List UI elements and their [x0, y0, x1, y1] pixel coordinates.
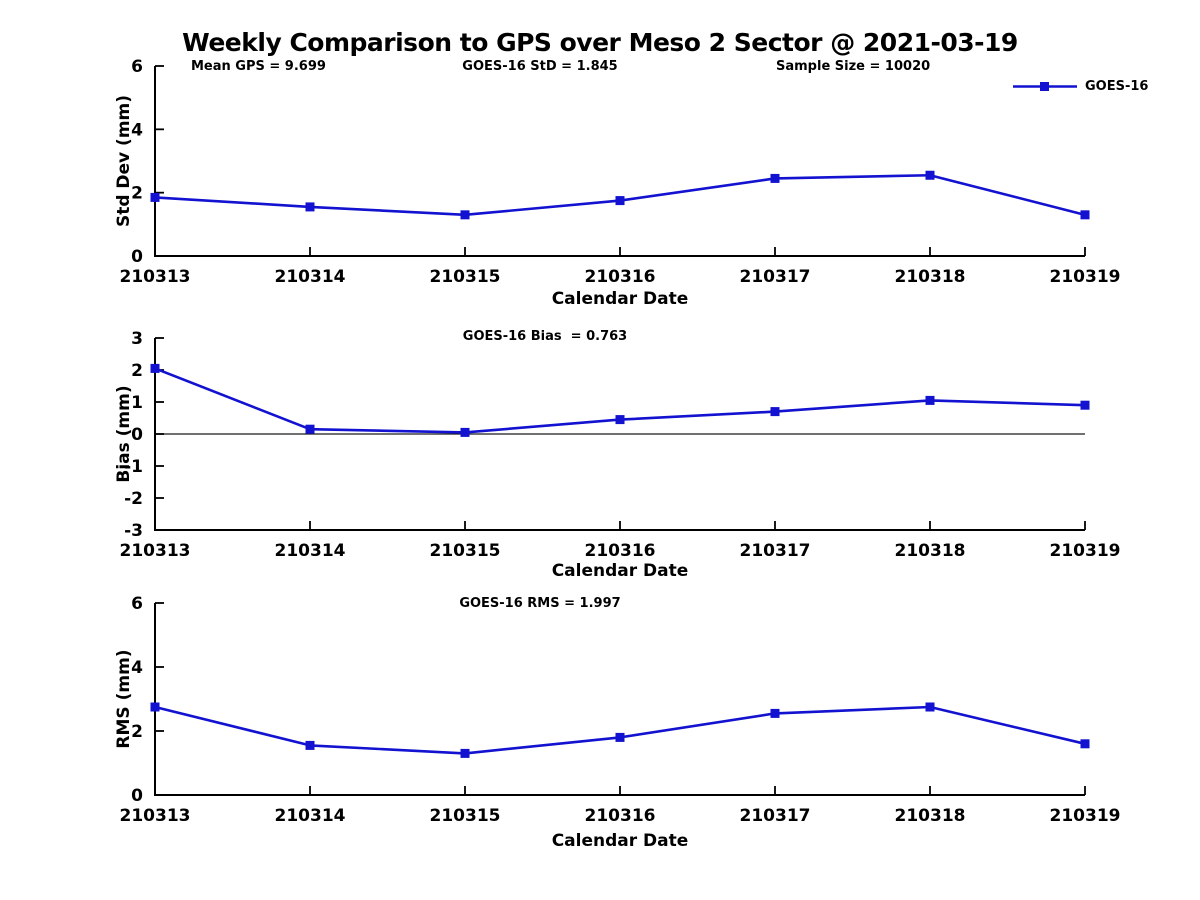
ylabel-rms: RMS (mm) — [114, 649, 134, 749]
data-point — [615, 415, 625, 425]
x-tick-label: 210318 — [895, 541, 966, 561]
y-tick-label: 3 — [131, 329, 143, 349]
y-tick-label: 2 — [131, 184, 143, 204]
x-tick-label: 210315 — [430, 267, 501, 287]
y-tick-label: -3 — [124, 521, 143, 541]
ylabel-std-dev: Std Dev (mm) — [114, 94, 134, 228]
data-point — [1080, 400, 1090, 410]
annotation-mean-gps: Mean GPS = 9.699 — [191, 59, 326, 74]
xlabel-rms: Calendar Date — [551, 831, 689, 851]
x-tick-label: 210319 — [1050, 806, 1121, 826]
axis-spines — [154, 66, 1085, 257]
x-tick-label: 210314 — [275, 806, 346, 826]
x-tick-label: 210316 — [585, 541, 656, 561]
x-tick-label: 210316 — [585, 267, 656, 287]
y-tick-label: -1 — [124, 457, 143, 477]
x-tick-label: 210313 — [120, 541, 191, 561]
x-tick-label: 210315 — [430, 541, 501, 561]
y-tick-label: 4 — [131, 120, 143, 140]
data-point — [615, 732, 625, 742]
data-point — [770, 173, 780, 183]
axis-spines — [154, 603, 1085, 796]
x-tick-label: 210319 — [1050, 267, 1121, 287]
annotation-goes16-std: GOES-16 StD = 1.845 — [462, 59, 618, 74]
x-tick-label: 210318 — [895, 806, 966, 826]
data-point — [925, 702, 935, 712]
data-point — [1080, 739, 1090, 749]
data-point — [460, 427, 470, 437]
y-tick-label: 1 — [131, 393, 143, 413]
x-tick-label: 210318 — [895, 267, 966, 287]
y-tick-label: -2 — [124, 489, 143, 509]
y-tick-label: 0 — [131, 247, 143, 267]
xlabel-std-dev: Calendar Date — [551, 289, 689, 309]
annotation-sample-size: Sample Size = 10020 — [776, 59, 931, 74]
y-tick-label: 4 — [131, 658, 143, 678]
annotation-goes16-rms: GOES-16 RMS = 1.997 — [459, 596, 621, 611]
x-tick-label: 210319 — [1050, 541, 1121, 561]
data-point — [305, 202, 315, 212]
ylabel-bias: Bias (mm) — [114, 385, 134, 483]
x-tick-label: 210316 — [585, 806, 656, 826]
y-tick-label: 0 — [131, 786, 143, 806]
x-tick-label: 210314 — [275, 541, 346, 561]
legend-label: GOES-16 — [1085, 79, 1149, 94]
legend-line-icon — [1013, 82, 1077, 91]
y-tick-label: 6 — [131, 594, 143, 614]
data-point — [770, 708, 780, 718]
data-point — [305, 424, 315, 434]
x-tick-label: 210313 — [120, 267, 191, 287]
data-point — [925, 395, 935, 405]
figure-title: Weekly Comparison to GPS over Meso 2 Sec… — [182, 28, 1018, 57]
series-line-goes-16 — [153, 705, 1087, 755]
x-tick-label: 210317 — [740, 267, 811, 287]
y-tick-label: 6 — [131, 57, 143, 77]
y-tick-label: 0 — [131, 425, 143, 445]
x-tick-label: 210313 — [120, 806, 191, 826]
x-tick-label: 210314 — [275, 267, 346, 287]
x-tick-label: 210317 — [740, 541, 811, 561]
data-point — [150, 363, 160, 373]
annotation-goes16-bias: GOES-16 Bias = 0.763 — [462, 329, 628, 344]
series-line-goes-16 — [153, 173, 1087, 217]
data-point — [150, 702, 160, 712]
data-point — [925, 170, 935, 180]
legend: GOES-16 — [1012, 79, 1148, 94]
x-tick-label: 210315 — [430, 806, 501, 826]
x-tick-label: 210317 — [740, 806, 811, 826]
y-tick-label: 2 — [131, 722, 143, 742]
data-point — [150, 192, 160, 202]
data-point — [305, 740, 315, 750]
data-point — [460, 210, 470, 220]
data-point — [1080, 210, 1090, 220]
y-tick-label: 2 — [131, 361, 143, 381]
data-point — [615, 196, 625, 206]
data-point — [460, 748, 470, 758]
data-point — [770, 407, 780, 417]
xlabel-bias: Calendar Date — [551, 561, 689, 581]
